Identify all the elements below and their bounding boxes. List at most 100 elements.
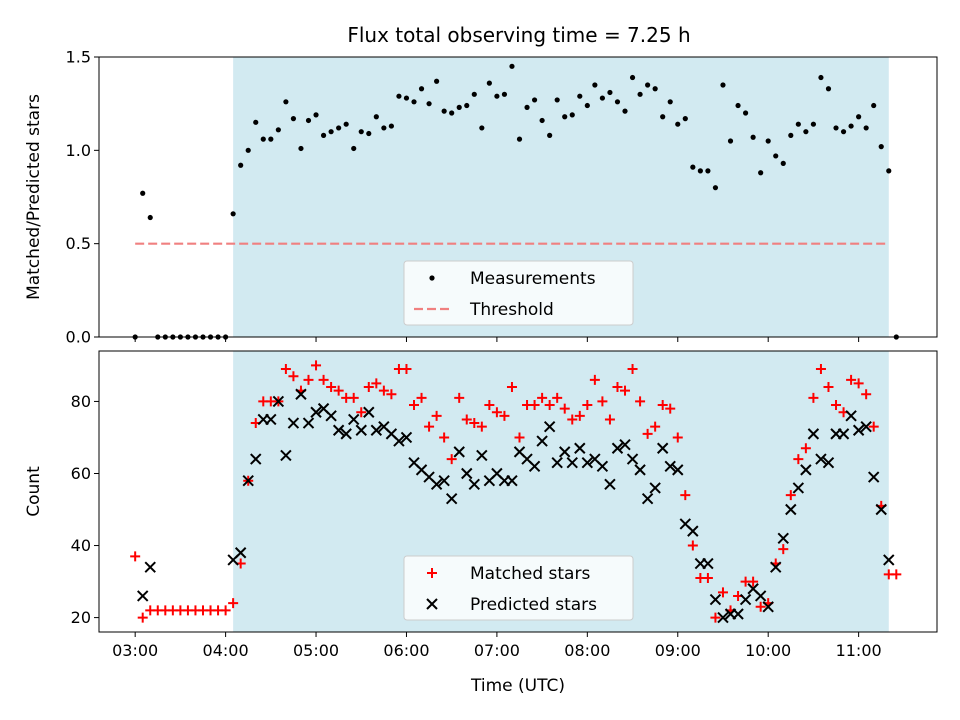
- measurement-point: [637, 91, 643, 97]
- matched-point: [597, 396, 608, 407]
- predicted-point: [815, 453, 827, 465]
- measurement-point: [449, 110, 455, 116]
- predicted-point: [634, 464, 646, 476]
- measurement-point: [742, 110, 749, 116]
- matched-point: [491, 407, 502, 418]
- measurement-point: [886, 168, 892, 174]
- matched-point: [793, 454, 804, 465]
- predicted-point: [656, 442, 669, 454]
- predicted-point: [596, 460, 609, 472]
- matched-point: [537, 392, 548, 403]
- matched-point: [326, 382, 337, 393]
- matched-point: [333, 385, 344, 396]
- legend-label: Matched stars: [470, 564, 590, 584]
- predicted-point: [250, 453, 262, 465]
- predicted-point: [611, 442, 624, 454]
- measurement-point: [705, 168, 711, 174]
- y-tick-label: 0.5: [66, 234, 91, 253]
- matched-point: [137, 612, 148, 623]
- predicted-point: [702, 557, 714, 570]
- measurement-point: [230, 211, 236, 217]
- matched-point: [702, 572, 713, 583]
- predicted-point: [664, 460, 676, 472]
- measurement-point: [871, 102, 877, 109]
- predicted-point: [672, 464, 684, 476]
- matched-point: [544, 400, 555, 411]
- measurement-point: [479, 125, 485, 131]
- predicted-point: [430, 478, 443, 491]
- predicted-point: [687, 525, 699, 537]
- axes-frame: [98, 350, 938, 633]
- matched-point: [868, 421, 879, 432]
- predicted-point: [393, 435, 405, 447]
- x-tick-label: 05:00: [293, 641, 339, 660]
- measurement-point: [712, 185, 719, 191]
- y-tick-label: 60: [71, 464, 91, 483]
- matched-point: [378, 385, 389, 396]
- matched-point: [831, 400, 842, 411]
- predicted-point: [792, 482, 805, 494]
- predicted-point: [295, 388, 307, 400]
- measurement-point: [140, 190, 146, 196]
- measurement-point: [773, 153, 779, 159]
- matched-point: [484, 400, 495, 411]
- predicted-point: [280, 449, 292, 462]
- measurement-point: [607, 89, 613, 96]
- predicted-point: [287, 417, 300, 429]
- measurement-point: [810, 121, 817, 127]
- measurement-point: [358, 129, 364, 135]
- predicted-point: [348, 413, 360, 426]
- measurement-point: [788, 132, 794, 138]
- predicted-point: [762, 601, 774, 613]
- measurement-point: [516, 136, 523, 142]
- predicted-point: [528, 460, 541, 472]
- predicted-point: [754, 590, 767, 602]
- measurement-point: [539, 117, 545, 124]
- predicted-point: [860, 420, 872, 433]
- x-tick-label: 11:00: [836, 641, 882, 660]
- measurement-point: [727, 138, 734, 144]
- y-tick-label: 40: [71, 536, 91, 555]
- measurement-point: [697, 168, 703, 174]
- x-tick-label: 09:00: [655, 641, 701, 660]
- matched-point: [363, 382, 374, 393]
- x-tick-label: 04:00: [203, 641, 249, 660]
- y-tick-label: 0.0: [66, 328, 91, 347]
- measurement-point: [675, 121, 681, 127]
- matched-point: [680, 490, 691, 501]
- measurement-point: [351, 145, 357, 152]
- predicted-point: [777, 532, 789, 545]
- measurement-point: [629, 74, 636, 81]
- measurement-point: [426, 101, 432, 107]
- matched-point: [356, 407, 367, 418]
- predicted-point: [867, 471, 880, 483]
- x-tick-label: 07:00: [474, 641, 520, 660]
- legend-label: Measurements: [470, 269, 596, 289]
- matched-point: [642, 428, 653, 439]
- predicted-point: [310, 406, 322, 418]
- measurement-point: [614, 99, 621, 105]
- matched-point: [506, 382, 517, 393]
- matched-point: [130, 551, 141, 562]
- matched-point: [846, 374, 857, 385]
- measurement-point: [645, 82, 651, 88]
- measurement-point: [253, 119, 259, 125]
- measurement-point: [569, 112, 575, 118]
- matched-point: [220, 605, 231, 616]
- x-axis-label: Time (UTC): [470, 676, 565, 696]
- predicted-point: [543, 420, 556, 433]
- matched-point: [318, 374, 329, 385]
- predicted-point: [574, 442, 586, 454]
- matched-point: [499, 410, 510, 421]
- measurement-point: [690, 164, 696, 170]
- matched-point: [409, 400, 420, 411]
- matched-point: [800, 443, 811, 454]
- matched-point: [311, 360, 322, 371]
- predicted-point: [875, 503, 887, 516]
- predicted-point: [566, 456, 578, 469]
- measurement-point: [562, 114, 568, 120]
- y-axis-label: Matched/Predicted stars: [24, 94, 44, 300]
- predicted-point: [453, 446, 465, 458]
- matched-point: [288, 371, 299, 382]
- predicted-point: [332, 424, 345, 436]
